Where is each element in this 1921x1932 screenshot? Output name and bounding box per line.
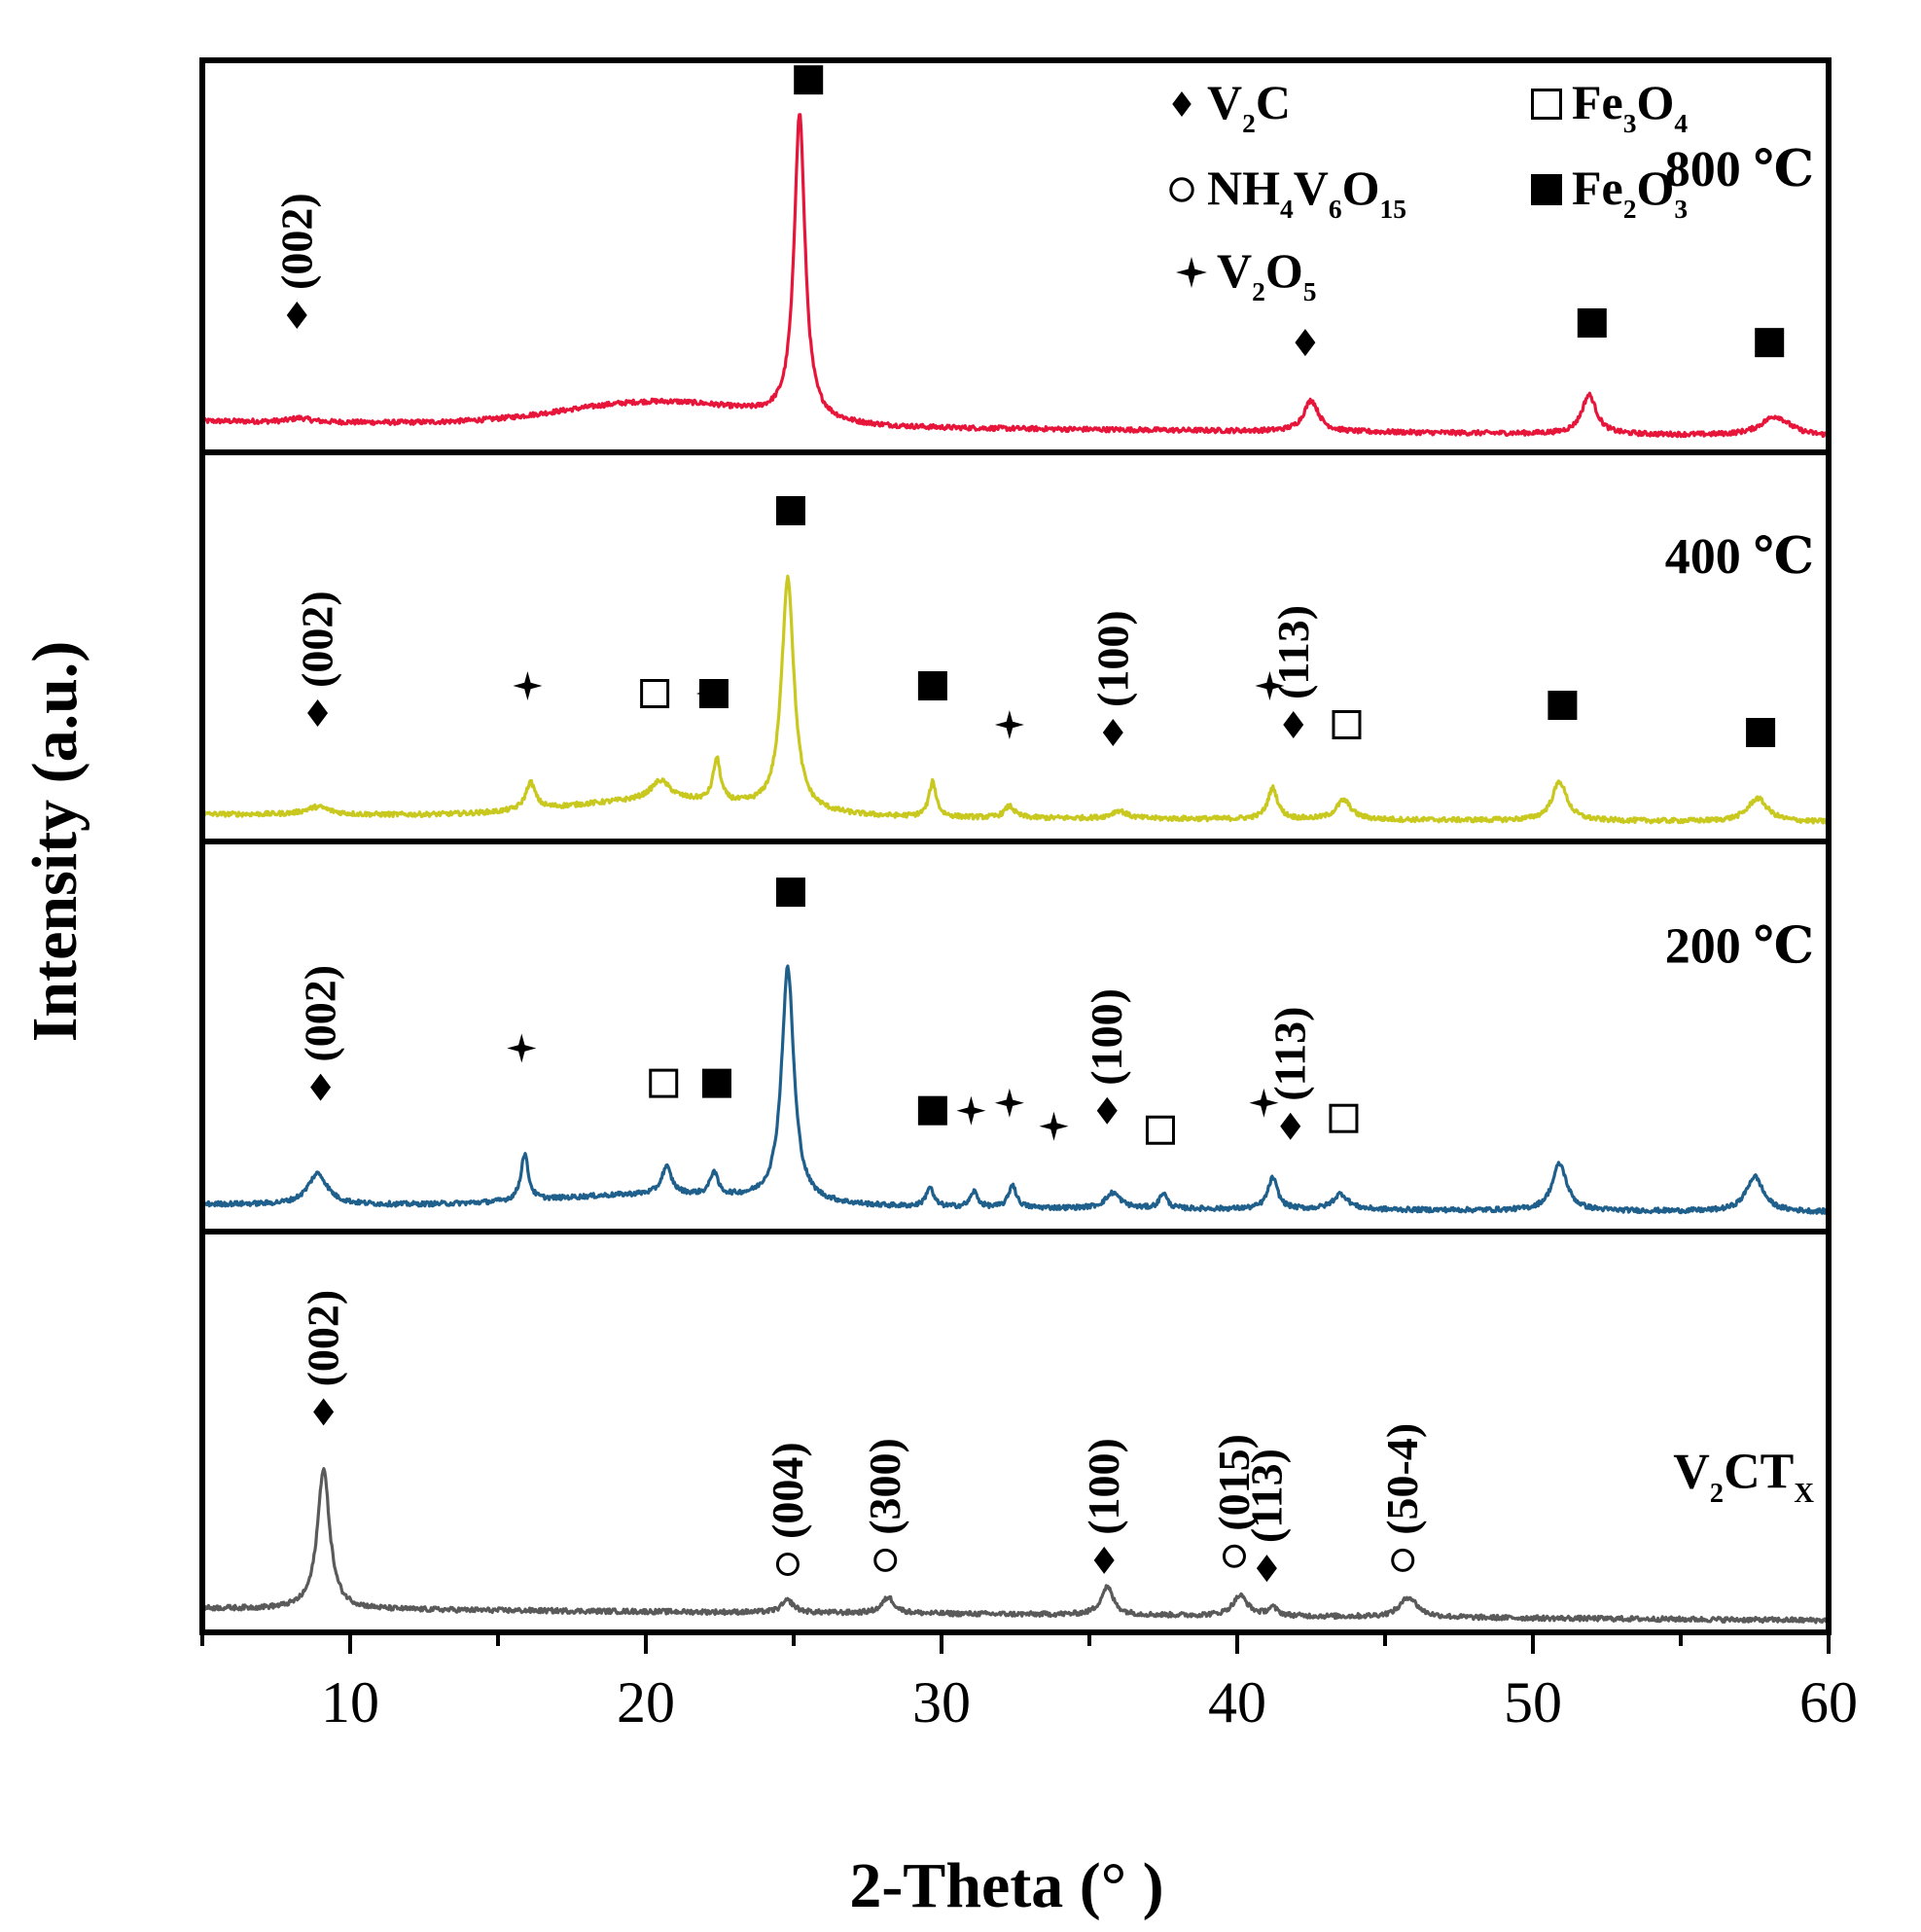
plot-frame	[199, 57, 1832, 1635]
peak-label-3-0: (002)	[299, 1290, 348, 1387]
peak-label-3-1: (004)	[763, 1442, 812, 1539]
series-label-3: V2CTX	[1673, 1445, 1814, 1510]
x-tick-label-40: 40	[1208, 1670, 1266, 1735]
peak-label-3-3: (100)	[1079, 1438, 1128, 1535]
legend-label-4: Fe2O3	[1572, 161, 1688, 224]
peak-marker-3-6	[1391, 1548, 1415, 1572]
peak-marker-1-11	[1332, 710, 1362, 739]
series-line-0	[200, 113, 1830, 439]
legend-marker-1	[1169, 177, 1194, 202]
peak-marker-1-10	[1283, 711, 1304, 738]
peak-marker-1-1	[513, 671, 543, 700]
y-axis-label: Intensity (a.u.)	[19, 641, 90, 1043]
peak-label-2-0: (002)	[296, 965, 345, 1062]
peak-marker-1-7	[994, 710, 1024, 739]
peak-marker-1-5	[775, 496, 805, 525]
panel-1: (002) (100) (113) 400 ℃	[201, 496, 1831, 825]
peak-label-3-4: (015)	[1209, 1434, 1259, 1531]
legend-label-0: V2C	[1207, 75, 1291, 138]
peak-marker-0-1	[794, 65, 824, 95]
panel-0: (002) 800 ℃	[200, 65, 1830, 439]
panels: (002) 800 ℃ (002) (100) (113) 400 ℃ (002) (100)…	[200, 65, 1831, 1625]
panel-3: (002) (004) (300) (100) (015)(113) (50-4) V2CT…	[200, 1290, 1831, 1625]
legend-marker-4	[1531, 174, 1562, 205]
peak-marker-3-1	[775, 1552, 800, 1576]
peak-label-3-5: (113)	[1241, 1449, 1291, 1543]
peak-marker-3-4	[1222, 1544, 1246, 1568]
peak-marker-3-2	[873, 1548, 898, 1572]
peak-label-0-0: (002)	[271, 193, 321, 290]
series-line-2	[200, 964, 1831, 1215]
peak-marker-3-0	[313, 1398, 335, 1426]
peak-marker-1-2	[640, 679, 670, 708]
peak-marker-2-7	[994, 1088, 1024, 1118]
x-axis-label: 2-Theta (° )	[849, 1850, 1163, 1921]
legend-marker-3	[1531, 89, 1562, 120]
peak-marker-2-3	[701, 1068, 731, 1098]
peak-marker-2-10	[1145, 1115, 1175, 1145]
legend: V2C NH4V6O15 V2O5 Fe3O4 Fe2O3	[1169, 75, 1688, 306]
peak-label-2-9: (100)	[1082, 988, 1131, 1086]
x-tick-label-30: 30	[912, 1670, 971, 1735]
peak-marker-2-2	[649, 1068, 679, 1098]
peak-label-1-10: (113)	[1268, 605, 1318, 699]
peak-marker-1-9	[1255, 671, 1285, 700]
peak-label-3-2: (300)	[860, 1438, 909, 1535]
peak-marker-0-3	[1577, 308, 1607, 339]
peak-marker-1-12	[1547, 691, 1578, 720]
peak-label-3-6: (50-4)	[1377, 1423, 1427, 1535]
peak-marker-1-4	[698, 679, 729, 708]
legend-label-1: NH4V6O15	[1207, 161, 1406, 224]
peak-marker-2-1	[507, 1033, 537, 1063]
peak-marker-0-2	[1295, 329, 1316, 357]
series-label-1: 400 ℃	[1665, 529, 1814, 585]
peak-marker-2-0	[310, 1073, 332, 1101]
peak-marker-0-4	[1755, 328, 1785, 358]
legend-label-3: Fe3O4	[1572, 75, 1688, 138]
series-label-2: 200 ℃	[1665, 918, 1814, 974]
peak-marker-3-5	[1256, 1555, 1277, 1583]
legend-label-2: V2O5	[1217, 243, 1317, 306]
peak-marker-2-8	[1039, 1111, 1069, 1141]
peak-label-2-12: (113)	[1265, 1007, 1315, 1101]
peak-marker-0-0	[286, 301, 307, 329]
series-line-1	[201, 574, 1831, 825]
peak-marker-2-4	[775, 877, 805, 908]
peak-marker-2-9	[1096, 1096, 1118, 1125]
peak-marker-2-13	[1329, 1103, 1359, 1133]
panel-2: (002) (100) (113) 200 ℃	[200, 877, 1831, 1215]
legend-marker-0	[1172, 91, 1192, 117]
series-label-0: 800 ℃	[1665, 142, 1814, 197]
peak-marker-1-0	[307, 699, 329, 727]
peak-marker-1-8	[1102, 719, 1123, 746]
peak-marker-1-6	[917, 671, 947, 700]
peak-label-1-0: (002)	[293, 590, 342, 688]
axes: 10 20 30 40 50 60	[199, 57, 1858, 1735]
peak-marker-3-3	[1093, 1546, 1115, 1574]
x-tick-label-60: 60	[1799, 1670, 1858, 1735]
x-tick-label-10: 10	[321, 1670, 379, 1735]
peak-marker-2-6	[956, 1095, 986, 1126]
legend-marker-2	[1176, 257, 1207, 288]
x-tick-label-50: 50	[1504, 1670, 1562, 1735]
peak-marker-2-12	[1280, 1112, 1301, 1140]
series-line-3	[200, 1467, 1831, 1625]
peak-label-1-8: (100)	[1087, 610, 1137, 707]
peak-marker-2-11	[1249, 1088, 1279, 1118]
x-tick-label-20: 20	[617, 1670, 675, 1735]
peak-marker-1-13	[1746, 718, 1776, 747]
peak-marker-2-5	[917, 1095, 947, 1126]
